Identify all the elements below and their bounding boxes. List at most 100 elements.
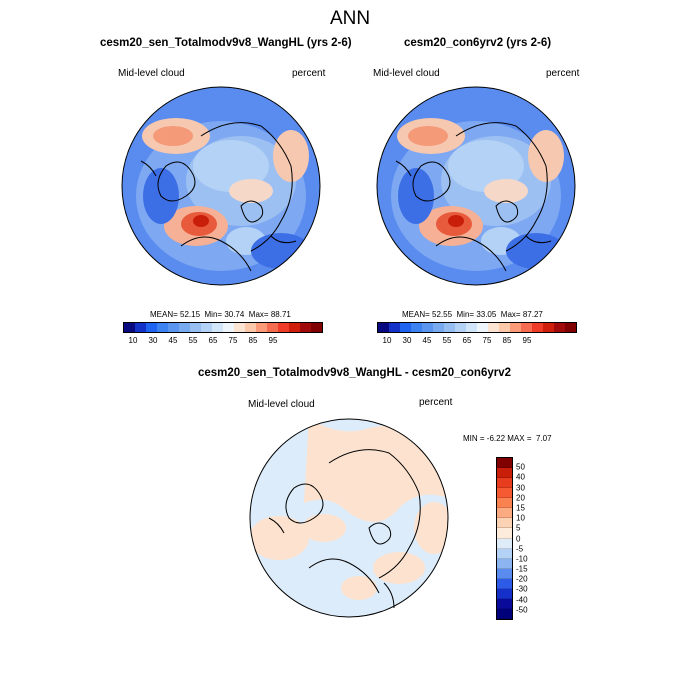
- panel-2-colorbar-labels: 10 30 45 55 65 75 85 95: [377, 336, 577, 348]
- panel-1-units: percent: [292, 68, 326, 79]
- diff-colorbar: [496, 457, 513, 620]
- diff-colorbar-tick-label: 50: [516, 462, 525, 472]
- panel-2-colorbar-color-box: [565, 323, 576, 332]
- diff-colorbar-tick-label: -40: [516, 595, 528, 605]
- panel-1-colorbar-tick-label: 65: [208, 336, 218, 345]
- diff-colorbar-color-box: [497, 468, 512, 479]
- panel-2-colorbar-color-box: [521, 323, 532, 332]
- panel-2-colorbar-tick-label: 75: [482, 336, 492, 345]
- panel-1-colorbar-tick-label: 10: [128, 336, 138, 345]
- panel-1-colorbar-color-box: [311, 323, 322, 332]
- panel-2-colorbar-color-box: [554, 323, 565, 332]
- panel-2-colorbar-tick-label: 95: [522, 336, 532, 345]
- panel-1-colorbar-color-box: [190, 323, 201, 332]
- diff-colorbar-tick-label: 30: [516, 483, 525, 493]
- panel-2-variable: Mid-level cloud: [373, 68, 440, 79]
- panel-2-polar-map: [376, 86, 576, 286]
- panel-2-colorbar-color-box: [444, 323, 455, 332]
- panel-1-colorbar-tick-label: 95: [268, 336, 278, 345]
- diff-colorbar-tick-label: 0: [516, 534, 521, 543]
- panel-1-colorbar-color-box: [157, 323, 168, 332]
- diff-colorbar-color-box: [497, 458, 512, 469]
- panel-1-colorbar-color-box: [201, 323, 212, 332]
- diff-colorbar-color-box: [497, 598, 512, 609]
- panel-1-colorbar-color-box: [124, 323, 135, 332]
- panel-1-colorbar-color-box: [168, 323, 179, 332]
- diff-polar-map: [249, 418, 449, 618]
- panel-1-colorbar-tick-label: 85: [248, 336, 258, 345]
- diff-colorbar-color-box: [497, 518, 512, 529]
- diff-colorbar-tick-label: 40: [516, 472, 525, 482]
- panel-2-colorbar-color-box: [378, 323, 389, 332]
- panel-1-title: cesm20_sen_Totalmodv9v8_WangHL (yrs 2-6): [100, 37, 352, 49]
- diff-colorbar-color-box: [497, 488, 512, 499]
- panel-2-colorbar-color-box: [422, 323, 433, 332]
- panel-2-colorbar-color-box: [532, 323, 543, 332]
- panel-2-colorbar: [377, 322, 577, 333]
- panel-1-polar-map: [121, 86, 321, 286]
- panel-1-colorbar-labels: 10 30 45 55 65 75 85 95: [123, 336, 323, 348]
- panel-1-colorbar-color-box: [212, 323, 223, 332]
- panel-1-colorbar-color-box: [300, 323, 311, 332]
- panel-1-colorbar-color-box: [267, 323, 278, 332]
- main-title: ANN: [329, 8, 371, 29]
- diff-colorbar-tick-label: 15: [516, 503, 525, 513]
- diff-colorbar-color-box: [497, 608, 512, 619]
- diff-colorbar-color-box: [497, 478, 512, 489]
- panel-2-colorbar-color-box: [466, 323, 477, 332]
- diff-colorbar-tick-label: -10: [516, 554, 528, 564]
- diff-colorbar-tick-label: 20: [516, 493, 525, 503]
- panel-1-colorbar-color-box: [278, 323, 289, 332]
- diff-colorbar-color-box: [497, 538, 512, 549]
- diff-colorbar-tick-label: -5: [516, 544, 524, 554]
- diff-colorbar-tick-label: 10: [516, 513, 525, 523]
- panel-1-colorbar-tick-label: 55: [188, 336, 198, 345]
- diff-colorbar-tick-label: 5: [516, 523, 521, 533]
- diff-panel-stats: MIN = -6.22 MAX = 7.07: [463, 434, 552, 443]
- panel-2-stats: MEAN= 52.55 Min= 33.05 Max= 87.27: [402, 310, 543, 319]
- diff-colorbar-color-box: [497, 498, 512, 509]
- panel-1-colorbar-color-box: [179, 323, 190, 332]
- panel-2-colorbar-tick-label: 45: [422, 336, 432, 345]
- panel-2-colorbar-tick-label: 65: [462, 336, 472, 345]
- panel-2-colorbar-tick-label: 85: [502, 336, 512, 345]
- panel-2-colorbar-tick-label: 30: [402, 336, 412, 345]
- panel-1-variable: Mid-level cloud: [118, 68, 185, 79]
- diff-colorbar-labels: 50 40 30 20 15 10 5 0 -5 -10 -15 -20 -30 -40 -50: [516, 457, 546, 620]
- panel-1-colorbar: [123, 322, 323, 333]
- diff-panel-variable: Mid-level cloud: [248, 399, 315, 410]
- panel-1-colorbar-color-box: [146, 323, 157, 332]
- panel-1-colorbar-tick-label: 45: [168, 336, 178, 345]
- panel-1-colorbar-color-box: [135, 323, 146, 332]
- panel-2-colorbar-tick-label: 10: [382, 336, 392, 345]
- diff-colorbar-color-box: [497, 548, 512, 559]
- diff-colorbar-tick-label: -50: [516, 605, 528, 615]
- diff-colorbar-color-box: [497, 578, 512, 589]
- panel-2-colorbar-color-box: [433, 323, 444, 332]
- panel-1-colorbar-tick-label: 75: [228, 336, 238, 345]
- panel-2-colorbar-color-box: [477, 323, 488, 332]
- diff-colorbar-tick-label: -30: [516, 584, 528, 594]
- diff-colorbar-color-box: [497, 528, 512, 539]
- panel-1-colorbar-color-box: [256, 323, 267, 332]
- panel-2-colorbar-color-box: [455, 323, 466, 332]
- panel-2-colorbar-tick-label: 55: [442, 336, 452, 345]
- panel-2-colorbar-color-box: [543, 323, 554, 332]
- panel-2-colorbar-color-box: [400, 323, 411, 332]
- panel-2-colorbar-color-box: [488, 323, 499, 332]
- diff-colorbar-color-box: [497, 558, 512, 569]
- diff-colorbar-tick-label: -20: [516, 574, 528, 584]
- panel-2-title: cesm20_con6yrv2 (yrs 2-6): [404, 37, 552, 49]
- diff-panel-units: percent: [419, 397, 453, 408]
- diff-colorbar-color-box: [497, 588, 512, 599]
- diff-panel-title: cesm20_sen_Totalmodv9v8_WangHL - cesm20_…: [198, 367, 511, 379]
- panel-2-colorbar-color-box: [499, 323, 510, 332]
- panel-1-colorbar-color-box: [245, 323, 256, 332]
- panel-2-colorbar-color-box: [389, 323, 400, 332]
- panel-1-colorbar-tick-label: 30: [148, 336, 158, 345]
- panel-2-units: percent: [546, 68, 580, 79]
- panel-1-colorbar-color-box: [223, 323, 234, 332]
- panel-1-colorbar-color-box: [289, 323, 300, 332]
- diff-colorbar-tick-label: -15: [516, 564, 528, 574]
- diff-colorbar-color-box: [497, 568, 512, 579]
